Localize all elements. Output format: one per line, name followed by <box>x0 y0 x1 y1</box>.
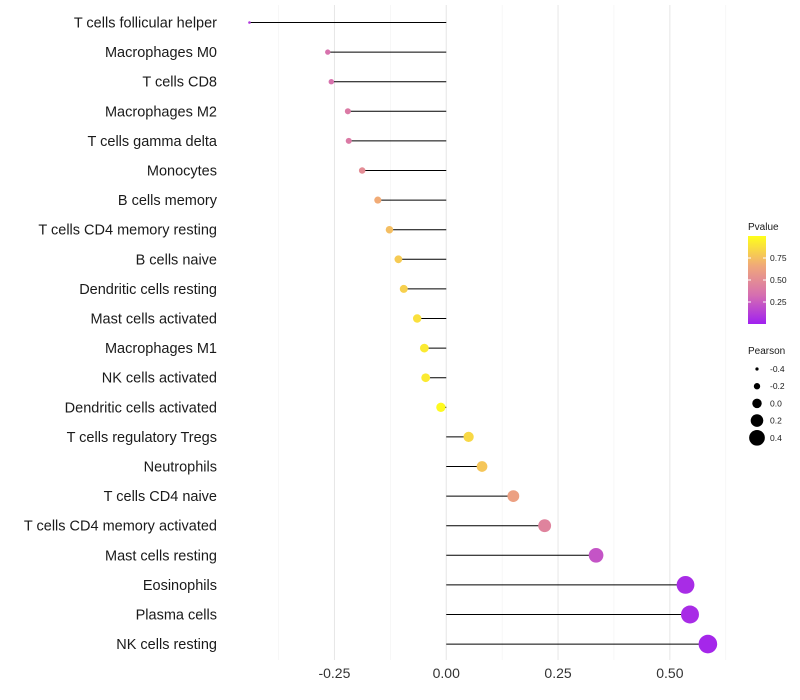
category-label: T cells follicular helper <box>74 16 217 32</box>
category-label: T cells CD8 <box>142 75 217 91</box>
pvalue-legend-title: Pvalue <box>748 222 779 233</box>
category-label: Macrophages M1 <box>105 341 217 357</box>
category-label: T cells CD4 memory activated <box>24 519 217 535</box>
x-tick-label: 0.50 <box>656 665 683 681</box>
pearson-legend-dot <box>753 383 761 390</box>
x-tick-label: 0.00 <box>433 665 460 681</box>
lollipop-point <box>588 547 604 563</box>
category-label: T cells gamma delta <box>88 134 218 150</box>
lollipop-points <box>248 21 718 654</box>
category-labels: T cells follicular helper Macrophages M0 T… <box>24 16 218 654</box>
category-label: T cells CD4 naive <box>104 489 217 505</box>
pvalue-legend-tick-label: 0.25 <box>770 297 787 307</box>
lollipop-point <box>385 225 394 234</box>
lollipop-point <box>248 21 251 24</box>
category-label: NK cells activated <box>102 371 217 387</box>
category-label: Mast cells resting <box>105 548 217 564</box>
pearson-legend: Pearson -0.4 -0.2 0.0 0.2 0.4 <box>748 346 785 446</box>
category-label: T cells CD4 memory resting <box>38 223 217 239</box>
category-label: Plasma cells <box>136 608 217 624</box>
grid-lines <box>278 5 727 660</box>
category-label: Mast cells activated <box>90 312 217 328</box>
category-label: B cells memory <box>118 193 218 209</box>
lollipop-stems <box>249 22 708 645</box>
lollipop-point <box>345 137 352 144</box>
category-label: Neutrophils <box>144 460 217 476</box>
lollipop-point <box>412 314 422 323</box>
pearson-legend-dot <box>750 414 764 427</box>
pearson-legend-label: -0.4 <box>770 364 785 374</box>
x-axis-ticks: -0.25 0.00 0.25 0.50 <box>318 665 683 681</box>
category-label: Dendritic cells activated <box>65 400 217 416</box>
category-label: Macrophages M0 <box>105 45 217 61</box>
lollipop-point <box>476 461 488 472</box>
lollipop-point <box>507 490 520 503</box>
lollipop-point <box>463 431 474 443</box>
x-tick-label: 0.25 <box>544 665 571 681</box>
category-label: T cells regulatory Tregs <box>67 430 217 446</box>
lollipop-point <box>394 255 403 264</box>
category-label: Monocytes <box>147 164 217 180</box>
category-label: Macrophages M2 <box>105 104 217 120</box>
lollipop-point <box>538 519 552 533</box>
category-label: NK cells resting <box>116 637 217 653</box>
lollipop-point <box>436 402 446 412</box>
lollipop-point <box>374 196 382 204</box>
category-label: B cells naive <box>136 252 217 268</box>
pearson-legend-label: 0.0 <box>770 398 782 408</box>
lollipop-point <box>698 634 718 654</box>
lollipop-point <box>676 575 695 594</box>
lollipop-point <box>325 49 331 55</box>
pearson-legend-dot <box>749 429 765 446</box>
pearson-legend-dot <box>752 398 762 409</box>
pearson-legend-dot <box>755 367 759 371</box>
pearson-legend-label: -0.2 <box>770 381 785 391</box>
pvalue-colorbar <box>748 236 766 324</box>
lollipop-point <box>399 284 408 293</box>
lollipop-point <box>419 343 429 353</box>
category-label: Eosinophils <box>143 578 217 594</box>
lollipop-point <box>681 605 699 624</box>
x-tick-label: -0.25 <box>318 665 350 681</box>
lollipop-point <box>328 78 335 85</box>
pvalue-legend: Pvalue 0.25 0.50 0.75 <box>748 222 787 324</box>
pvalue-legend-tick-label: 0.75 <box>770 253 787 263</box>
category-label: Dendritic cells resting <box>79 282 217 298</box>
pearson-legend-title: Pearson <box>748 346 785 357</box>
lollipop-point <box>344 108 351 115</box>
pearson-legend-label: 0.2 <box>770 416 782 426</box>
lollipop-point <box>421 373 431 383</box>
lollipop-point <box>358 167 366 174</box>
pvalue-legend-tick-label: 0.50 <box>770 275 787 285</box>
pearson-legend-label: 0.4 <box>770 433 782 443</box>
